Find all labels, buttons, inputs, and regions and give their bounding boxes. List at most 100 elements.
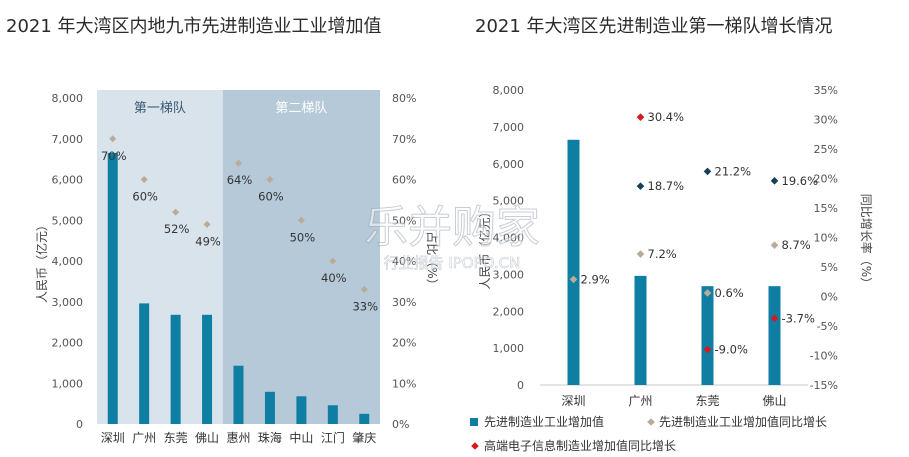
share-marker xyxy=(297,216,305,224)
bar xyxy=(567,139,580,385)
y2-tick-label: 15% xyxy=(814,202,838,215)
x-tick-label: 肇庆 xyxy=(352,430,376,445)
y2-tick-label: 0% xyxy=(392,418,409,431)
share-marker xyxy=(329,257,337,265)
y2-tick-label: 50% xyxy=(392,214,416,227)
watermark-main: 乐并购家 xyxy=(364,202,540,253)
x-tick-label: 江门 xyxy=(321,430,345,445)
y2-tick-label: 20% xyxy=(814,173,838,186)
legend-label: 先进制造业工业增加值同比增长 xyxy=(659,414,827,429)
left-chart: 第一梯队 第二梯队 0 1,000 2,000 3,000 4,000 5,000 6,000 7… xyxy=(34,90,440,445)
share-label: 40% xyxy=(321,271,347,285)
y-tick-label: 4,000 xyxy=(52,255,84,268)
growth-marker xyxy=(770,314,779,323)
growth-label: 2.9% xyxy=(581,272,610,286)
bar xyxy=(296,396,307,424)
group-background xyxy=(97,90,223,424)
growth-marker xyxy=(636,250,645,258)
share-marker xyxy=(109,135,117,143)
bar xyxy=(170,314,181,424)
y-axis-title: 人民币（亿元） xyxy=(477,205,492,289)
share-label: 70% xyxy=(101,149,127,163)
growth-marker xyxy=(636,182,645,190)
watermark: 乐并购家 行业报告 IPOPO.CN xyxy=(364,202,541,273)
y-tick-label: 6,000 xyxy=(52,174,84,187)
y-tick-label: 7,000 xyxy=(52,133,84,146)
x-tick-label: 佛山 xyxy=(195,431,219,445)
y-tick-label: 5,000 xyxy=(52,214,84,227)
y2-tick-label: 60% xyxy=(392,174,416,187)
y2-tick-label: -5% xyxy=(817,320,838,333)
growth-label: 8.7% xyxy=(782,238,811,252)
growth-label: -3.7% xyxy=(782,311,815,325)
bar xyxy=(634,275,647,385)
y2-tick-label: 80% xyxy=(392,92,416,105)
legend-label: 先进制造业工业增加值 xyxy=(484,414,604,429)
y-tick-label: 0 xyxy=(76,418,83,431)
bar xyxy=(327,405,338,424)
growth-label: 18.7% xyxy=(648,179,685,193)
y-tick-label: 2,000 xyxy=(493,305,525,318)
share-label: 33% xyxy=(352,300,378,314)
growth-marker xyxy=(703,167,712,176)
share-marker xyxy=(172,208,180,216)
legend-swatch xyxy=(471,442,479,450)
growth-marker xyxy=(703,345,712,354)
growth-label: 0.6% xyxy=(715,286,744,300)
growth-marker xyxy=(636,113,645,121)
x-tick-label: 广州 xyxy=(628,394,652,408)
share-label: 52% xyxy=(164,222,190,236)
group-background xyxy=(222,90,380,424)
y-tick-label: 7,000 xyxy=(493,121,525,134)
growth-label: 30.4% xyxy=(648,110,685,124)
y2-tick-label: 40% xyxy=(392,255,416,268)
growth-label: 19.6% xyxy=(782,174,819,188)
x-tick-label: 深圳 xyxy=(561,394,585,408)
x-tick-label: 深圳 xyxy=(101,431,125,445)
x-tick-label: 中山 xyxy=(289,430,313,445)
x-tick-label: 东莞 xyxy=(164,431,188,445)
bar xyxy=(359,413,370,424)
legend-swatch xyxy=(470,418,478,426)
y2-axis-title: 占比（%） xyxy=(425,231,440,290)
share-label: 60% xyxy=(132,190,158,204)
y-tick-label: 6,000 xyxy=(493,158,525,171)
share-label: 50% xyxy=(290,230,316,244)
right-chart-title: 2021 年大湾区先进制造业第一梯队增长情况 xyxy=(475,16,833,37)
share-marker xyxy=(266,176,274,183)
growth-marker xyxy=(770,177,779,185)
left-chart-title: 2021 年大湾区内地九市先进制造业工业增加值 xyxy=(6,16,382,37)
y2-tick-label: 30% xyxy=(392,296,416,309)
y-tick-label: 3,000 xyxy=(52,296,84,309)
x-tick-label: 珠海 xyxy=(258,430,282,445)
y2-tick-label: 0% xyxy=(821,291,838,304)
bar xyxy=(233,365,244,424)
group-label: 第一梯队 xyxy=(134,101,186,116)
y2-tick-label: -15% xyxy=(810,379,838,392)
growth-label: 21.2% xyxy=(715,164,752,178)
legend-label: 高端电子信息制造业增加值同比增长 xyxy=(484,438,676,453)
x-tick-label: 惠州 xyxy=(226,431,250,445)
y-tick-label: 3,000 xyxy=(493,268,525,281)
right-chart: 0 1,000 2,000 3,000 4,000 5,000 6,000 7,000 8,00… xyxy=(470,84,874,453)
bar xyxy=(139,303,150,424)
growth-marker xyxy=(703,289,712,297)
share-label: 60% xyxy=(258,190,284,204)
y-tick-label: 8,000 xyxy=(493,84,525,97)
share-marker xyxy=(360,286,368,294)
legend-swatch xyxy=(647,418,655,426)
y-tick-label: 1,000 xyxy=(493,342,525,355)
y2-tick-label: 20% xyxy=(392,337,416,350)
y2-tick-label: 70% xyxy=(392,133,416,146)
y-tick-label: 5,000 xyxy=(493,195,525,208)
growth-label: -9.0% xyxy=(715,343,748,357)
growth-marker xyxy=(569,275,578,284)
y-tick-label: 2,000 xyxy=(52,337,84,350)
bar xyxy=(768,286,781,385)
x-tick-label: 东莞 xyxy=(695,394,719,408)
y2-tick-label: 10% xyxy=(814,232,838,245)
bar xyxy=(264,391,275,424)
y2-tick-label: 35% xyxy=(814,84,838,97)
